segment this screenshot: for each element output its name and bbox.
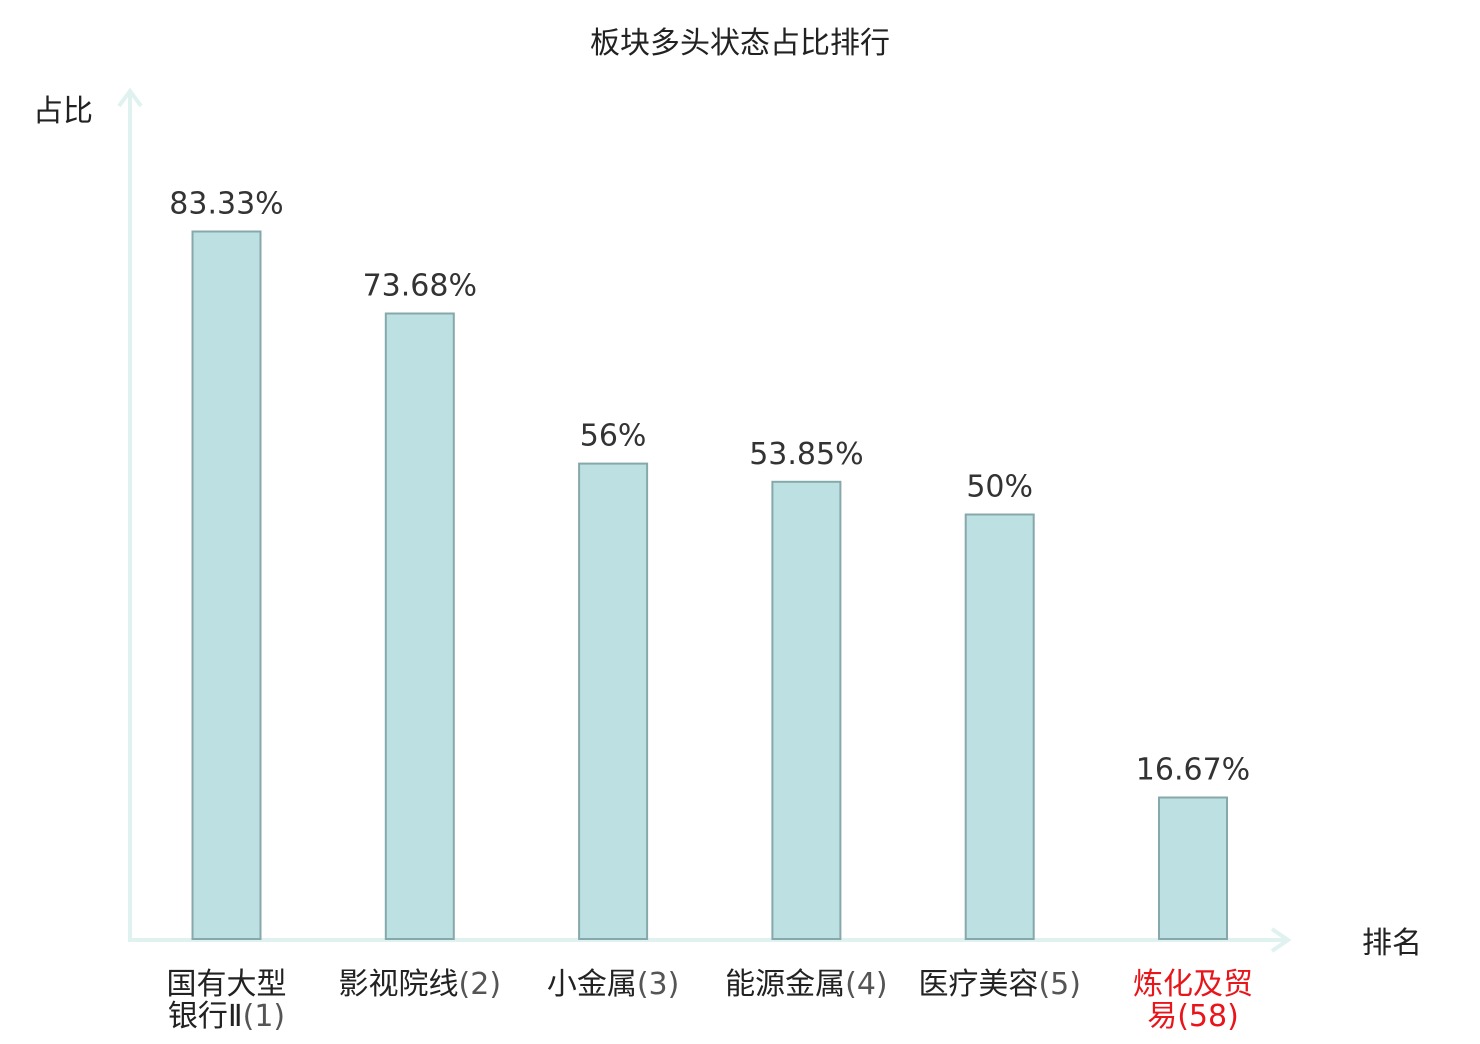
x-tick-rank: (4)	[845, 967, 888, 1002]
bar	[1158, 796, 1228, 940]
bar	[771, 480, 842, 940]
x-tick-label: 医疗美容(5)	[918, 967, 1080, 1002]
bar	[964, 513, 1035, 940]
x-tick-label: 易(58)	[1147, 999, 1239, 1034]
chart-title: 板块多头状态占比排行	[590, 26, 890, 61]
x-tick-name: 医疗美容	[918, 967, 1038, 1002]
x-tick-name: 易	[1147, 999, 1177, 1034]
x-tick-rank: (1)	[243, 999, 286, 1034]
x-tick-label: 小金属(3)	[547, 967, 680, 1002]
bar	[191, 230, 262, 940]
bar-value-label: 50%	[966, 470, 1033, 505]
x-tick-rank: (5)	[1038, 967, 1081, 1002]
bars-layer	[191, 230, 1228, 940]
bar-value-label: 56%	[580, 419, 647, 454]
x-axis-arrow	[1270, 927, 1292, 953]
x-tick-name: 小金属	[547, 967, 637, 1002]
x-tick-rank: (58)	[1177, 999, 1239, 1034]
x-tick-name: 国有大型	[167, 967, 287, 1002]
x-tick-name: 银行Ⅱ	[168, 999, 243, 1034]
x-tick-name: 炼化及贸	[1133, 967, 1253, 1002]
x-tick-name: 影视院线	[339, 967, 459, 1002]
y-axis-label: 占比	[33, 94, 93, 129]
x-tick-label: 国有大型	[167, 967, 287, 1002]
x-tick-rank: (3)	[637, 967, 680, 1002]
bar-value-label: 73.68%	[363, 269, 477, 304]
x-tick-name: 能源金属	[725, 967, 845, 1002]
bar	[384, 312, 455, 940]
bar-value-label: 53.85%	[749, 437, 863, 472]
x-axis-label: 排名	[1362, 926, 1422, 961]
bar-value-label: 16.67%	[1136, 753, 1250, 788]
x-tick-label: 影视院线(2)	[339, 967, 502, 1002]
x-tick-label: 炼化及贸	[1133, 967, 1253, 1002]
bar-value-label: 83.33%	[169, 187, 283, 222]
y-axis-arrow	[117, 87, 143, 108]
x-tick-label: 能源金属(4)	[725, 967, 888, 1002]
x-tick-rank: (2)	[459, 967, 502, 1002]
x-tick-label: 银行Ⅱ(1)	[168, 999, 285, 1034]
bar	[578, 462, 649, 940]
